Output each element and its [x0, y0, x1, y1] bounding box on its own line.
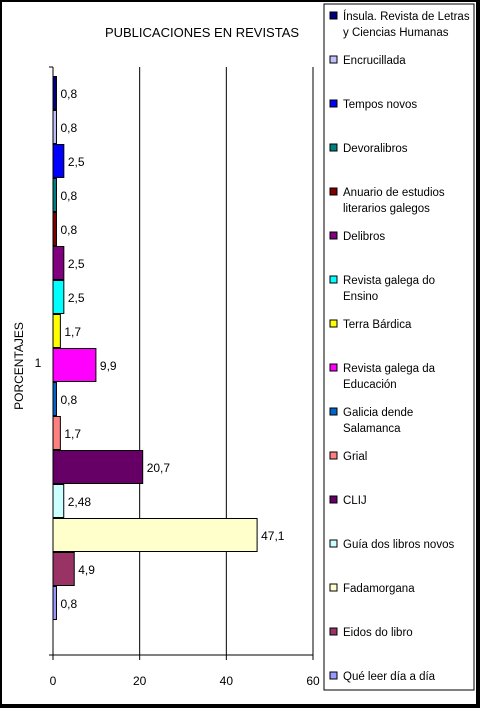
bar	[52, 348, 97, 382]
bar-value-label: 47,1	[261, 529, 285, 543]
legend-swatch	[329, 143, 338, 152]
bar	[52, 586, 57, 620]
legend-label: Devoralibros	[343, 143, 408, 155]
legend-label-line: y Ciencias Humanas	[343, 27, 449, 39]
bar-value-label: 20,7	[147, 461, 171, 475]
bar-value-label: 0,8	[60, 87, 77, 101]
legend-label: Grial	[343, 451, 367, 463]
bar	[52, 314, 61, 348]
legend-swatch	[329, 11, 338, 20]
legend-label-line: Educación	[343, 379, 397, 391]
bar	[52, 178, 57, 212]
bar-value-label: 2,5	[68, 257, 85, 271]
legend-label: Anuario de estudios literarios galegos	[343, 187, 445, 215]
bar	[52, 280, 65, 314]
x-tick-label: 20	[133, 674, 147, 688]
legend-label: Galicia dende Salamanca	[343, 407, 413, 435]
legend-label-line: Encrucillada	[343, 55, 406, 67]
legend-label-line: Anuario de estudios	[343, 187, 445, 199]
bar	[52, 382, 57, 416]
legend-label-line: Galicia dende	[343, 407, 413, 419]
bar-value-label: 2,5	[68, 155, 85, 169]
legend-label-line: Guía dos libros novos	[343, 539, 454, 551]
bar-value-label: 0,8	[60, 121, 77, 135]
legend-box	[323, 3, 475, 691]
legend-swatch	[329, 319, 338, 328]
category-label: 1	[35, 356, 42, 370]
legend-label-line: Fadamorgana	[343, 583, 415, 595]
bar-value-label: 2,48	[68, 495, 92, 509]
legend-label-line: CLIJ	[343, 495, 367, 507]
bar	[52, 246, 65, 280]
bar-value-label: 0,8	[60, 223, 77, 237]
legend-label-line: Devoralibros	[343, 143, 408, 155]
legend-swatch	[329, 231, 338, 240]
legend-swatch	[329, 539, 338, 548]
legend-swatch	[329, 671, 338, 680]
legend-swatch	[329, 55, 338, 64]
legend-label: Revista galega do Ensino	[343, 275, 435, 303]
legend-swatch	[329, 451, 338, 460]
legend-label: Qué leer día a día	[343, 671, 436, 683]
bar-value-label: 4,9	[78, 563, 95, 577]
legend-swatch	[329, 407, 338, 416]
legend-label-line: Terra Bárdica	[343, 319, 412, 331]
bar-value-label: 1,7	[64, 325, 81, 339]
chart-title: PUBLICACIONES EN REVISTAS	[105, 25, 299, 40]
legend-label-line: Salamanca	[343, 423, 401, 435]
legend-swatch	[329, 627, 338, 636]
legend-label-line: Grial	[343, 451, 367, 463]
legend-swatch	[329, 187, 338, 196]
bar	[52, 76, 57, 110]
legend-label-line: Revista galega do	[343, 275, 435, 287]
legend-label-line: Ínsula. Revista de Letras	[343, 10, 470, 23]
bar	[52, 484, 65, 518]
legend-label: Delibros	[343, 231, 385, 243]
x-tick-label: 60	[306, 674, 320, 688]
bar-value-label: 2,5	[68, 291, 85, 305]
legend-swatch	[329, 99, 338, 108]
legend-label-line: Delibros	[343, 231, 385, 243]
x-tick-label: 0	[50, 674, 57, 688]
legend-swatch	[329, 495, 338, 504]
axis-layer: 0 20 40 60	[49, 66, 320, 688]
legend-label: Encrucillada	[343, 55, 406, 67]
bar	[52, 212, 57, 246]
legend-label: Guía dos libros novos	[343, 539, 454, 551]
bar-value-label: 0,8	[60, 189, 77, 203]
legend-label: Terra Bárdica	[343, 319, 412, 331]
legend-label: CLIJ	[343, 495, 367, 507]
y-axis-label: PORCENTAJES	[12, 322, 26, 410]
legend-label: Ínsula. Revista de Letras y Ciencias Huma…	[343, 10, 470, 39]
bar-value-label: 1,7	[64, 427, 81, 441]
bar	[52, 450, 144, 484]
legend-swatch	[329, 583, 338, 592]
x-tick-label: 40	[220, 674, 234, 688]
bar	[52, 416, 61, 450]
bar	[52, 110, 57, 144]
legend-label: Revista galega da Educación	[343, 363, 436, 391]
legend-label-line: Qué leer día a día	[343, 671, 436, 683]
bar-layer: 0,8 0,8 2,5 0,8 0,8 2,5 2,5 1,7 9,9 0,8 1,7 20,7 2,4…	[52, 76, 285, 620]
legend-label: Fadamorgana	[343, 583, 415, 595]
legend-label-line: Ensino	[343, 291, 378, 303]
legend-label: Tempos novos	[343, 99, 417, 111]
legend-label-line: literarios galegos	[343, 203, 430, 215]
legend-label-line: Eidos do libro	[343, 627, 413, 639]
bar	[52, 518, 258, 552]
bar-value-label: 0,8	[60, 597, 77, 611]
legend-swatch	[329, 363, 338, 372]
legend-label: Eidos do libro	[343, 627, 413, 639]
bar-value-label: 9,9	[100, 359, 117, 373]
legend-label-line: Tempos novos	[343, 99, 417, 111]
legend-label-line: Revista galega da	[343, 363, 436, 375]
legend-swatch	[329, 275, 338, 284]
bar	[52, 144, 65, 178]
bar-value-label: 0,8	[60, 393, 77, 407]
bar	[52, 552, 75, 586]
legend: Ínsula. Revista de Letras y Ciencias Huma…	[323, 3, 475, 691]
